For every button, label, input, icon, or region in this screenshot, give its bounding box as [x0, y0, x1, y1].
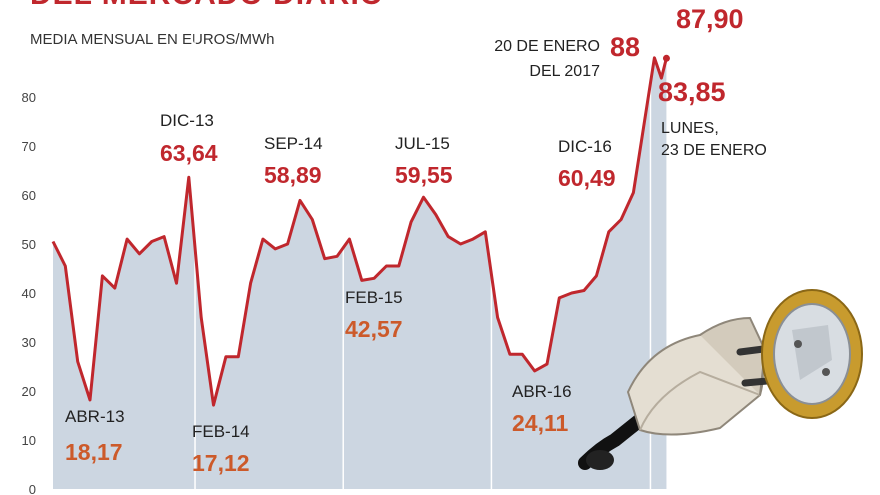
callout-jan23-label-line1: LUNES,: [661, 120, 719, 137]
annotation-value-abr13: 18,17: [65, 439, 123, 465]
y-tick-label: 10: [22, 433, 36, 448]
annotation-label-feb14: FEB-14: [192, 422, 250, 441]
annotation-value-dic16: 60,49: [558, 165, 616, 191]
annotation-value-dic13: 63,64: [160, 140, 218, 166]
callout-jan23-value: 83,85: [658, 77, 726, 107]
annotation-label-dic16: DIC-16: [558, 137, 612, 156]
y-tick-label: 30: [22, 335, 36, 350]
y-tick-label: 70: [22, 139, 36, 154]
last-value-dot: [662, 54, 670, 62]
y-tick-label: 0: [29, 482, 36, 495]
callout-jan23-label-line2: 23 DE ENERO: [661, 142, 767, 159]
plug-coin-illustration: [578, 289, 863, 470]
annotation-label-dic13: DIC-13: [160, 111, 214, 130]
y-tick-label: 50: [22, 237, 36, 252]
chart-subtitle: MEDIA MENSUAL EN EUROS/MWh: [30, 31, 275, 48]
area-layer: [53, 57, 667, 490]
annotation-label-abr13: ABR-13: [65, 407, 125, 426]
line-layer: [51, 54, 670, 407]
annotation-label-jul15: JUL-15: [395, 134, 450, 153]
annotation-value-feb14: 17,12: [192, 450, 250, 476]
annotation-label-sep14: SEP-14: [264, 134, 323, 153]
chart-title: DEL MERCADO DIARIO: [30, 0, 384, 12]
y-tick-label: 80: [22, 90, 36, 105]
callout-last-value: 87,90: [676, 4, 744, 34]
y-tick-label: 60: [22, 188, 36, 203]
y-tick-label: 20: [22, 384, 36, 399]
callout-jan20-value: 88: [610, 32, 640, 62]
callout-jan20-label-line1: 20 DE ENERO: [494, 38, 600, 55]
annotation-label-abr16: ABR-16: [512, 382, 572, 401]
annotation-value-abr16: 24,11: [512, 410, 568, 436]
annotation-layer: ABR-13 18,17 DIC-13 63,64 FEB-14 17,12 SEP-14 5…: [65, 4, 767, 476]
annotation-label-feb15: FEB-15: [345, 288, 403, 307]
y-axis: 0 10 20 30 40 50 60 70 80: [22, 90, 36, 495]
callout-jan20-label-line2: DEL 2017: [529, 63, 600, 80]
annotation-value-jul15: 59,55: [395, 162, 453, 188]
annotation-value-feb15: 42,57: [345, 316, 403, 342]
price-area: [53, 57, 667, 490]
price-line: [51, 56, 668, 407]
annotation-value-sep14: 58,89: [264, 162, 322, 188]
y-tick-label: 40: [22, 286, 36, 301]
